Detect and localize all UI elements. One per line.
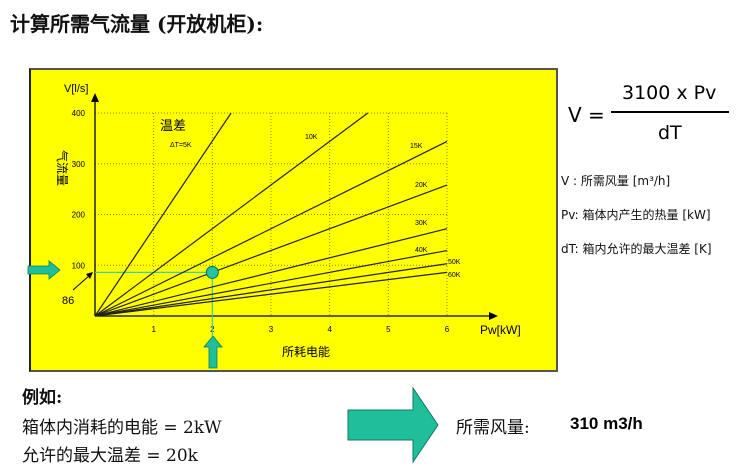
series-line — [94, 249, 448, 317]
series-label: 30K — [415, 220, 428, 227]
series-line — [94, 271, 448, 317]
series-label: ΔT=5K — [170, 142, 192, 149]
left-input-arrow-icon — [27, 260, 61, 280]
series-label: 15K — [410, 143, 423, 150]
series-label: 20K — [415, 182, 428, 189]
y-tick-label: 100 — [72, 261, 86, 270]
series-label: 40K — [415, 247, 428, 254]
x-tick-label: 1 — [151, 325, 156, 334]
highlight-point — [205, 265, 219, 279]
x-tick-label: 5 — [386, 325, 391, 334]
series-label: 60K — [448, 272, 461, 279]
series-line — [94, 184, 448, 317]
y-tick-label: 300 — [72, 160, 86, 169]
result-label: 所需风量: — [456, 418, 530, 438]
y-tick-label: 200 — [72, 211, 86, 220]
y-tick-label: 400 — [72, 109, 86, 118]
x-axis-label-cn: 所耗电能 — [282, 345, 330, 359]
x-tick-label: 6 — [445, 325, 450, 334]
x-axis-arrow-icon — [489, 312, 498, 320]
formula-denominator: dT — [658, 122, 682, 144]
x-axis-label: Pw[kW] — [480, 323, 521, 337]
x-tick-label: 4 — [327, 325, 332, 334]
formula-numerator: 3100 x Pv — [622, 82, 717, 104]
series-label: 10K — [305, 134, 318, 141]
pointer-arrow-icon — [86, 272, 93, 279]
series-line — [94, 112, 369, 317]
definition-v: V : 所需风量 [m³/h] — [561, 174, 671, 188]
y-axis-arrow-icon — [91, 93, 99, 102]
chart-panel — [29, 68, 558, 372]
result-value: 310 m3/h — [570, 414, 643, 433]
definition-pv: Pv: 箱体内产生的热量 [kW] — [561, 208, 711, 222]
bottom-input-arrow-icon — [203, 335, 223, 369]
page-title: 计算所需气流量 (开放机柜): — [10, 12, 264, 36]
y-axis-label: V[l/s] — [64, 83, 88, 95]
series-line — [94, 140, 448, 317]
formula-lhs: V = — [568, 103, 605, 127]
example-power: 箱体内消耗的电能 = 2kW — [22, 418, 222, 438]
series-label: 50K — [448, 259, 461, 266]
legend-title: 温差 — [160, 119, 186, 134]
x-tick-label: 3 — [269, 325, 274, 334]
definition-dt: dT: 箱内允许的最大温差 [K] — [561, 242, 712, 256]
y-axis-label-cn: 气流量 — [55, 150, 70, 186]
series-line — [94, 228, 448, 317]
formula-fraction-bar — [611, 111, 729, 113]
series-line — [94, 263, 448, 317]
pointer-arrow-line — [72, 274, 91, 291]
highlight-value-label: 86 — [62, 295, 74, 307]
series-line — [94, 112, 232, 317]
example-temp-diff: 允许的最大温差 = 20k — [22, 446, 198, 466]
example-heading: 例如: — [22, 388, 63, 408]
